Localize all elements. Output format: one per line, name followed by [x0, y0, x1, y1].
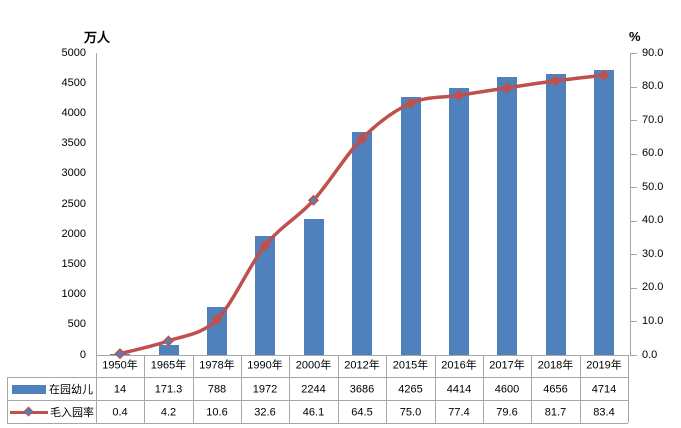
right-axis-title: %	[629, 29, 641, 44]
left-axis-tick-label: 5000	[61, 46, 86, 59]
line-legend-swatch	[7, 406, 50, 418]
table-value-在园幼儿: 4265	[398, 383, 423, 395]
table-value-毛入园率: 4.2	[160, 406, 177, 418]
table-header-year: 2015年	[392, 359, 429, 372]
table-header-year: 2000年	[295, 359, 332, 372]
table-value-毛入园率: 81.7	[544, 406, 567, 418]
left-axis-tick-label: 2500	[61, 197, 86, 210]
right-axis-tick-label: 0.0	[642, 348, 658, 361]
table-value-毛入园率: 46.1	[302, 406, 325, 418]
left-axis-tick-label: 0	[79, 348, 86, 361]
table-header-year: 2019年	[586, 359, 622, 372]
right-axis-tick-label: 70.0	[642, 113, 664, 126]
table-header-year: 2017年	[489, 359, 525, 372]
right-axis-tick-label: 60.0	[642, 147, 664, 160]
table-value-在园幼儿: 3686	[349, 383, 375, 395]
table-header-year: 2016年	[441, 359, 477, 372]
table-header-year: 1950年	[102, 359, 138, 372]
right-axis-tick-label: 10.0	[642, 314, 664, 327]
table-header-year: 1990年	[247, 359, 283, 372]
table-value-毛入园率: 64.5	[351, 406, 373, 418]
legend-在园幼儿-label: 在园幼儿	[49, 384, 93, 396]
right-axis-tick-label: 20.0	[642, 281, 664, 294]
table-value-在园幼儿: 4600	[494, 383, 520, 395]
left-axis-tick-label: 3000	[61, 167, 86, 180]
table-value-在园幼儿: 14	[113, 383, 127, 395]
right-axis-tick-label: 50.0	[642, 180, 664, 193]
right-axis-tick-label: 40.0	[642, 214, 664, 227]
legend-毛入园率-label: 毛入园率	[50, 407, 94, 419]
table-header-year: 1978年	[199, 359, 235, 372]
table-value-毛入园率: 79.6	[496, 406, 518, 418]
left-axis-tick-label: 1000	[61, 288, 86, 301]
table-value-在园幼儿: 4414	[446, 383, 472, 395]
left-axis-tick-label: 4500	[61, 76, 86, 89]
table-value-毛入园率: 32.6	[254, 406, 276, 418]
bar-legend-swatch	[7, 384, 49, 394]
table-value-毛入园率: 77.4	[448, 406, 470, 418]
table-value-毛入园率: 75.0	[399, 406, 422, 418]
table-value-在园幼儿: 4714	[591, 383, 617, 395]
left-axis-tick-label: 4000	[61, 106, 86, 119]
table-value-在园幼儿: 4656	[543, 383, 568, 395]
left-axis-tick-label: 1500	[61, 257, 86, 270]
legend-毛入园率: 毛入园率	[7, 401, 95, 423]
right-axis-tick-label: 90.0	[642, 46, 664, 59]
table-value-毛入园率: 10.6	[206, 406, 228, 418]
right-axis-tick-label: 30.0	[642, 247, 664, 260]
table-value-在园幼儿: 788	[207, 383, 227, 395]
left-axis-title: 万人	[84, 30, 111, 45]
table-value-毛入园率: 0.4	[112, 406, 128, 418]
line-legend-swatch	[10, 406, 48, 418]
table-value-在园幼儿: 2244	[301, 383, 326, 395]
right-axis-tick-label: 80.0	[642, 80, 664, 93]
table-header-year: 1965年	[150, 359, 187, 372]
table-value-毛入园率: 83.4	[593, 406, 615, 418]
legend-在园幼儿: 在园幼儿	[7, 378, 95, 400]
bar-legend-swatch	[12, 384, 46, 394]
left-axis-tick-label: 2000	[61, 227, 86, 240]
table-header-year: 2018年	[537, 359, 574, 372]
left-axis-tick-label: 3500	[61, 137, 86, 150]
left-axis-tick-label: 500	[67, 318, 86, 331]
table-value-在园幼儿: 1972	[252, 383, 278, 395]
table-value-在园幼儿: 171.3	[154, 383, 183, 395]
table-header-year: 2012年	[344, 359, 380, 372]
